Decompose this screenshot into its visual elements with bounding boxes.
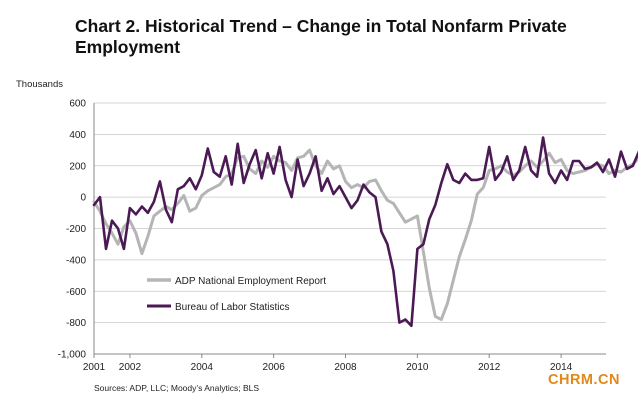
y-tick-labels: -1,000 -800 -600 -400 -200 0 200 400 600 (58, 99, 87, 361)
y-tick-label: -200 (66, 224, 86, 235)
x-tick-label: 2006 (263, 362, 286, 373)
line-chart: -1,000 -800 -600 -400 -200 0 200 400 600 2001 200… (0, 0, 638, 401)
watermark-logo: CHRM.CN (548, 372, 620, 388)
y-tick-label: 0 (80, 193, 86, 204)
x-tick-labels: 2001 2002 2004 2006 2008 2010 2012 2014 (83, 362, 573, 373)
source-note: Sources: ADP, LLC; Moody’s Analytics; BL… (94, 383, 259, 393)
x-tick-label: 2010 (406, 362, 429, 373)
y-tick-label: -1,000 (58, 350, 87, 361)
series-line-adp (94, 150, 638, 319)
x-tick-label: 2002 (119, 362, 142, 373)
y-tick-label: 600 (69, 99, 86, 110)
x-tick-label: 2001 (83, 362, 106, 373)
series-lines (94, 133, 638, 326)
y-tick-label: -800 (66, 318, 86, 329)
x-tick-label: 2008 (334, 362, 357, 373)
x-tick-label: 2012 (478, 362, 501, 373)
gridlines (94, 103, 606, 354)
y-tick-label: 400 (69, 130, 86, 141)
legend-label-bls: Bureau of Labor Statistics (175, 302, 290, 313)
y-tick-label: -600 (66, 287, 86, 298)
axes (94, 103, 606, 358)
legend: ADP National Employment Report Bureau of … (147, 276, 326, 313)
x-tick-label: 2004 (191, 362, 214, 373)
y-tick-label: 200 (69, 161, 86, 172)
y-tick-label: -400 (66, 255, 86, 266)
legend-label-adp: ADP National Employment Report (175, 276, 326, 287)
